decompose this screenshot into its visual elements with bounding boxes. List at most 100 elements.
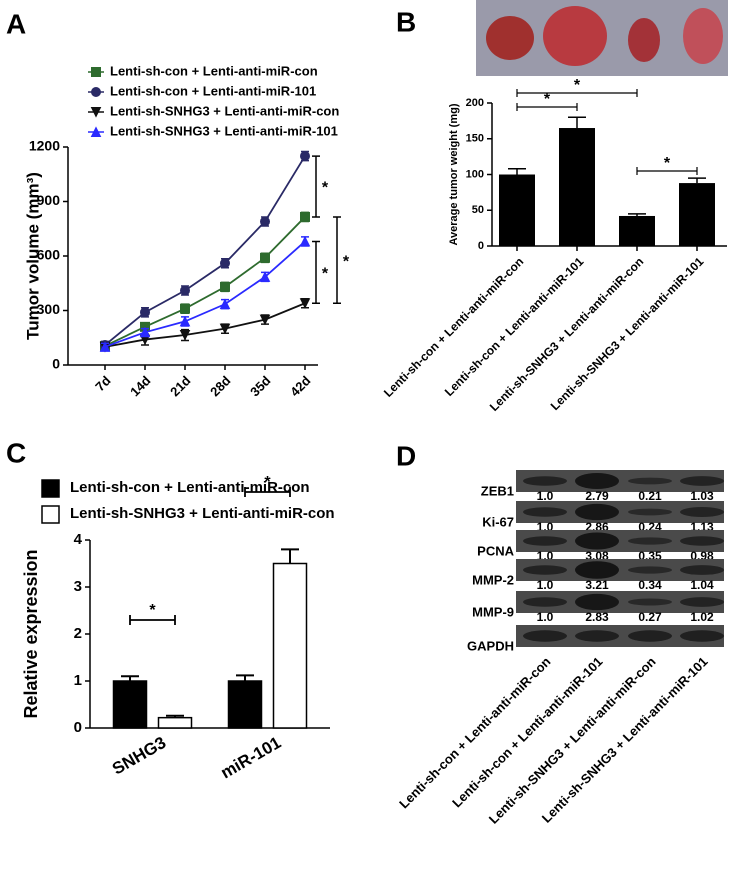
marker [180, 303, 190, 314]
marker [259, 271, 271, 282]
band-value: 3.21 [585, 578, 609, 592]
blot-band [628, 566, 672, 574]
marker [260, 216, 270, 227]
marker [91, 87, 101, 97]
legend-label: Lenti-sh-con + Lenti-anti-miR-con [70, 479, 310, 496]
bracket [516, 89, 638, 97]
band-value: 1.04 [690, 578, 714, 592]
marker [259, 314, 271, 326]
panel-label: D [396, 440, 416, 471]
marker [299, 235, 311, 247]
row-label: MMP-9 [472, 604, 514, 619]
x-tick-label: 42d [287, 373, 313, 399]
bar [559, 128, 595, 246]
blot-strip [516, 625, 724, 647]
band-value: 0.34 [638, 578, 662, 592]
x-tick-label: miR-101 [217, 733, 284, 783]
series-line [104, 240, 306, 348]
series-line [104, 302, 306, 348]
band-value: 1.0 [537, 489, 554, 503]
marker [220, 258, 230, 269]
y-axis-label: Relative expression [21, 549, 41, 718]
bar [679, 183, 715, 246]
y-tick-label: 2 [74, 625, 82, 642]
y-tick-label: 900 [37, 192, 61, 208]
band-value: 1.03 [690, 489, 714, 503]
blot-band [628, 598, 672, 606]
marker [91, 67, 101, 77]
y-tick-label: 0 [478, 240, 484, 252]
legend-swatch [41, 505, 60, 524]
marker [300, 211, 310, 222]
blot-band [523, 536, 567, 546]
marker [139, 326, 151, 338]
legend-swatch [41, 479, 60, 498]
marker [219, 323, 231, 335]
marker [300, 151, 310, 162]
marker [90, 107, 102, 118]
blot-band [523, 597, 567, 607]
marker [99, 341, 111, 352]
series-line [104, 155, 306, 346]
band-value: 1.0 [537, 578, 554, 592]
band-value: 2.79 [585, 489, 609, 503]
marker [260, 252, 270, 263]
band-value: 2.83 [585, 610, 609, 624]
x-tick-label: 35d [247, 373, 273, 399]
row-label: GAPDH [467, 638, 514, 653]
bar [112, 680, 148, 729]
bar [272, 562, 308, 729]
x-tick-label: 7d [92, 373, 113, 394]
y-tick-label: 4 [74, 531, 83, 548]
blot-band [628, 537, 672, 545]
band-value: 1.02 [690, 610, 714, 624]
x-tick-label: 28d [207, 373, 233, 399]
blot-strip [516, 501, 724, 523]
y-tick-label: 100 [466, 168, 484, 180]
x-tick-label: 21d [167, 373, 193, 399]
marker [299, 298, 311, 309]
band-value: 0.21 [638, 489, 662, 503]
error-bar [688, 177, 706, 184]
bar [499, 174, 535, 246]
blot-band [523, 630, 567, 642]
blot-band [575, 561, 619, 579]
series-line [104, 216, 306, 347]
blot-strip [516, 591, 724, 613]
legend-label: Lenti-sh-SNHG3 + Lenti-anti-miR-con [110, 103, 339, 118]
legend-label: Lenti-sh-con + Lenti-anti-miR-101 [110, 83, 316, 98]
y-tick-label: 150 [466, 133, 484, 145]
bracket [333, 216, 341, 304]
error-bar [281, 548, 299, 564]
row-label: PCNA [477, 543, 514, 558]
blot-band [680, 536, 724, 546]
annotation: * [574, 77, 581, 94]
bracket [129, 615, 176, 625]
panel-label: A [6, 8, 26, 39]
x-tick-label: 14d [127, 373, 153, 399]
row-label: Ki-67 [482, 514, 514, 529]
y-tick-label: 0 [74, 719, 82, 736]
blot-band [523, 507, 567, 517]
y-tick-label: 0 [52, 356, 60, 372]
panel-label: B [396, 6, 416, 37]
marker [90, 126, 102, 137]
marker [219, 298, 231, 310]
blot-band [575, 472, 619, 490]
blot-band [628, 477, 672, 485]
marker [220, 281, 230, 292]
bar [157, 716, 193, 729]
y-tick-label: 200 [466, 97, 484, 109]
y-tick-label: 600 [37, 247, 61, 263]
annotation: * [264, 474, 271, 491]
blot-band [575, 503, 619, 521]
blot-band [628, 508, 672, 516]
y-axis-label: Average tumor weight (mg) [448, 103, 460, 245]
annotation: * [322, 266, 329, 283]
y-tick-label: 3 [74, 578, 82, 595]
bracket [244, 487, 291, 497]
blot-band [523, 476, 567, 486]
blot-strip [516, 470, 724, 492]
annotation: * [664, 155, 671, 172]
